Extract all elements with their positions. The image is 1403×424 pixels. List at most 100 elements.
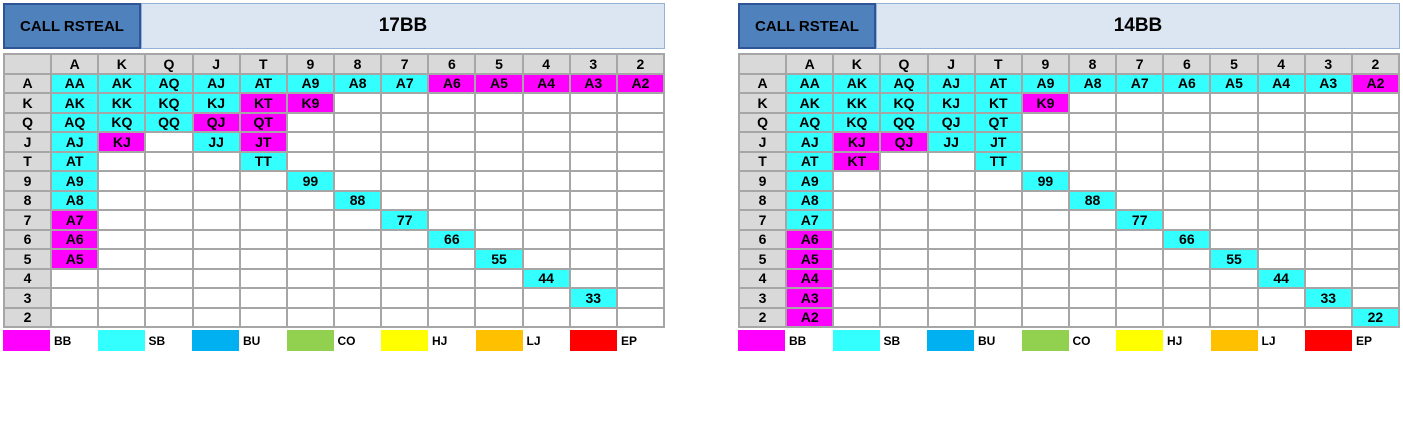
hand-cell: 55 [1209,248,1259,270]
empty-cell [615,111,666,133]
empty-cell [973,189,1023,211]
grid-row: 5 A5 55 [2,248,666,270]
empty-cell [97,209,147,231]
empty-cell [615,287,666,309]
empty-cell [1256,248,1306,270]
hand-cell: 33 [568,287,618,309]
empty-cell [427,209,477,231]
empty-cell [332,306,383,328]
hand-cell: 99 [1020,170,1070,192]
hand-cell: AA [50,72,100,94]
empty-cell [1209,306,1259,328]
empty-cell [879,209,929,231]
empty-cell [973,209,1023,231]
legend-swatch [1116,330,1163,351]
grid-row: 6 A6 66 [737,228,1401,250]
empty-cell [191,228,241,250]
empty-cell [1303,131,1353,153]
empty-cell [879,150,929,172]
panel-label: CALL RSTEAL [3,3,141,49]
empty-cell [285,267,335,289]
empty-cell [1256,170,1306,192]
hand-cell: A3 [785,287,835,309]
column-header: J [926,53,976,75]
hand-cell: 22 [1350,306,1401,328]
empty-cell [1115,248,1165,270]
empty-cell [832,248,882,270]
empty-cell [238,209,288,231]
empty-cell [973,248,1023,270]
empty-cell [191,150,241,172]
empty-cell [474,267,524,289]
empty-cell [285,131,335,153]
row-header: A [737,72,788,94]
legend-item: BB [738,330,833,351]
legend-swatch [192,330,239,351]
grid-row: K AK KK KQ KJ KT K9 [737,92,1401,114]
empty-cell [568,131,618,153]
hand-cell: A6 [785,228,835,250]
empty-cell [615,306,666,328]
empty-cell [1209,92,1259,114]
legend-label: EP [1356,333,1373,348]
empty-cell [474,287,524,309]
hand-cell: A8 [50,189,100,211]
empty-cell [332,131,383,153]
empty-cell [1020,228,1070,250]
empty-cell [1067,228,1118,250]
column-header: J [191,53,241,75]
empty-cell [238,287,288,309]
empty-cell [1067,248,1118,270]
legend-item: BB [3,330,98,351]
empty-cell [1162,131,1212,153]
empty-cell [879,228,929,250]
legend-swatch [570,330,617,351]
empty-cell [144,170,194,192]
empty-cell [568,248,618,270]
legend-swatch [738,330,785,351]
legend-label: BB [789,333,807,348]
empty-cell [285,209,335,231]
empty-cell [1115,170,1165,192]
legend-item: EP [570,330,665,351]
legend-item: LJ [475,330,571,351]
empty-cell [238,248,288,270]
position-legend: BB SB BU CO HJ LJ EP [738,330,1400,351]
empty-cell [568,209,618,231]
hand-cell: KT [238,92,288,114]
row-header: Q [737,111,788,133]
empty-cell [1350,228,1401,250]
grid-row: 7 A7 77 [2,209,666,231]
hand-cell: KT [973,92,1023,114]
empty-cell [1256,150,1306,172]
empty-cell [50,306,100,328]
hand-cell: KT [832,150,882,172]
empty-cell [1020,267,1070,289]
empty-cell [615,267,666,289]
legend-label: CO [1072,333,1091,348]
column-header: T [973,53,1023,75]
empty-cell [1209,150,1259,172]
hand-cell: A4 [785,267,835,289]
empty-cell [926,228,976,250]
empty-cell [521,228,571,250]
empty-cell [474,170,524,192]
empty-cell [332,248,383,270]
row-header: 8 [2,189,53,211]
legend-swatch [475,330,523,351]
empty-cell [1256,209,1306,231]
legend-item: BU [192,330,287,351]
empty-cell [1067,92,1118,114]
empty-cell [926,267,976,289]
panel-header: CALL RSTEAL 14BB [738,3,1400,49]
legend-item: CO [286,330,382,351]
empty-cell [568,92,618,114]
hand-cell: A7 [50,209,100,231]
hand-cell: KQ [97,111,147,133]
empty-cell [832,267,882,289]
empty-cell [568,228,618,250]
empty-cell [238,228,288,250]
empty-cell [1115,306,1165,328]
empty-cell [1162,267,1212,289]
